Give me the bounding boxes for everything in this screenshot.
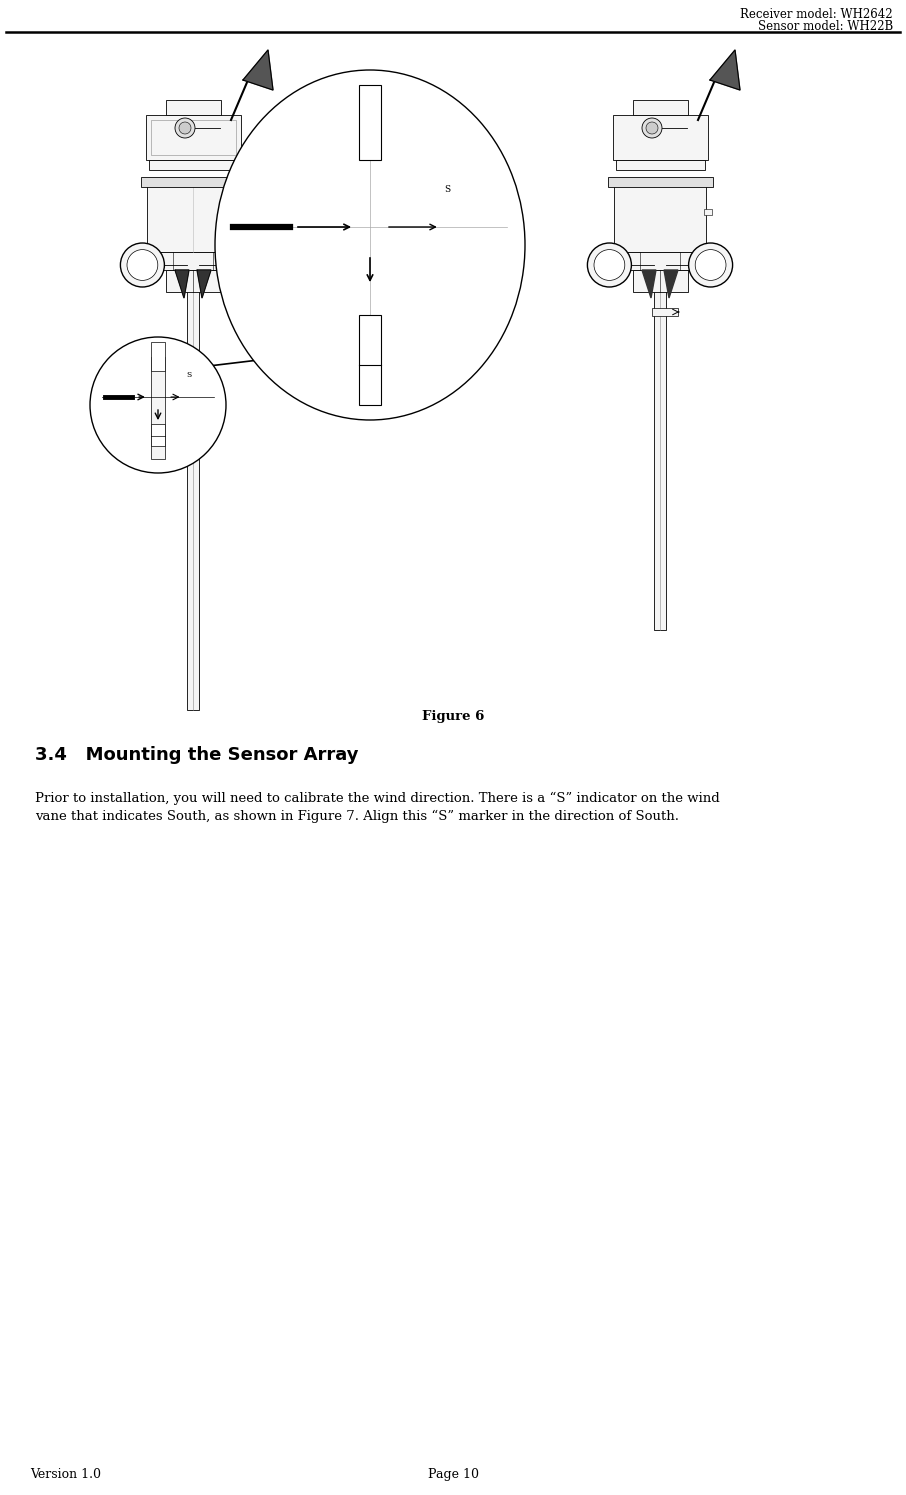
Bar bbox=[614, 179, 706, 253]
Bar bbox=[632, 100, 688, 115]
Ellipse shape bbox=[215, 70, 525, 420]
Circle shape bbox=[127, 250, 158, 281]
Bar bbox=[151, 425, 165, 446]
Bar bbox=[151, 357, 165, 459]
Text: Version 1.0: Version 1.0 bbox=[30, 1468, 101, 1482]
Polygon shape bbox=[243, 49, 273, 90]
Circle shape bbox=[222, 244, 265, 287]
Text: Sensor model: WH22B: Sensor model: WH22B bbox=[757, 19, 893, 33]
Bar bbox=[146, 115, 240, 160]
Circle shape bbox=[646, 123, 658, 135]
Text: S: S bbox=[186, 371, 191, 380]
Circle shape bbox=[587, 244, 631, 287]
Circle shape bbox=[695, 250, 726, 281]
Polygon shape bbox=[710, 49, 740, 90]
Bar bbox=[359, 315, 381, 405]
Bar bbox=[618, 253, 702, 271]
Text: 3.4   Mounting the Sensor Array: 3.4 Mounting the Sensor Array bbox=[35, 746, 359, 764]
Bar bbox=[151, 342, 165, 371]
Circle shape bbox=[642, 118, 662, 138]
Bar bbox=[150, 120, 236, 155]
Circle shape bbox=[594, 250, 625, 281]
Circle shape bbox=[228, 250, 259, 281]
Polygon shape bbox=[642, 271, 656, 298]
Bar bbox=[237, 209, 245, 215]
Text: vane that indicates South, as shown in Figure 7. Align this “S” marker in the di: vane that indicates South, as shown in F… bbox=[35, 810, 679, 824]
Bar bbox=[150, 253, 236, 271]
Bar bbox=[652, 308, 678, 315]
Bar bbox=[147, 179, 239, 253]
Bar bbox=[615, 160, 705, 170]
Text: Page 10: Page 10 bbox=[428, 1468, 478, 1482]
Bar bbox=[166, 271, 220, 292]
Bar bbox=[704, 209, 712, 215]
Bar bbox=[149, 160, 237, 170]
Polygon shape bbox=[197, 271, 211, 298]
Bar bbox=[359, 85, 381, 160]
Text: Figure 6: Figure 6 bbox=[422, 710, 484, 724]
Circle shape bbox=[90, 336, 226, 472]
Text: Receiver model: WH2642: Receiver model: WH2642 bbox=[740, 7, 893, 21]
Bar bbox=[654, 290, 666, 629]
Bar bbox=[187, 290, 199, 710]
Circle shape bbox=[175, 118, 195, 138]
Polygon shape bbox=[175, 271, 189, 298]
Circle shape bbox=[179, 123, 191, 135]
Circle shape bbox=[120, 244, 164, 287]
Text: Prior to installation, you will need to calibrate the wind direction. There is a: Prior to installation, you will need to … bbox=[35, 792, 719, 806]
Bar bbox=[608, 176, 712, 187]
Bar bbox=[632, 271, 688, 292]
Polygon shape bbox=[664, 271, 678, 298]
Text: S: S bbox=[445, 185, 450, 194]
Bar bbox=[612, 115, 708, 160]
Circle shape bbox=[689, 244, 733, 287]
Bar bbox=[140, 176, 246, 187]
Bar bbox=[166, 100, 220, 115]
